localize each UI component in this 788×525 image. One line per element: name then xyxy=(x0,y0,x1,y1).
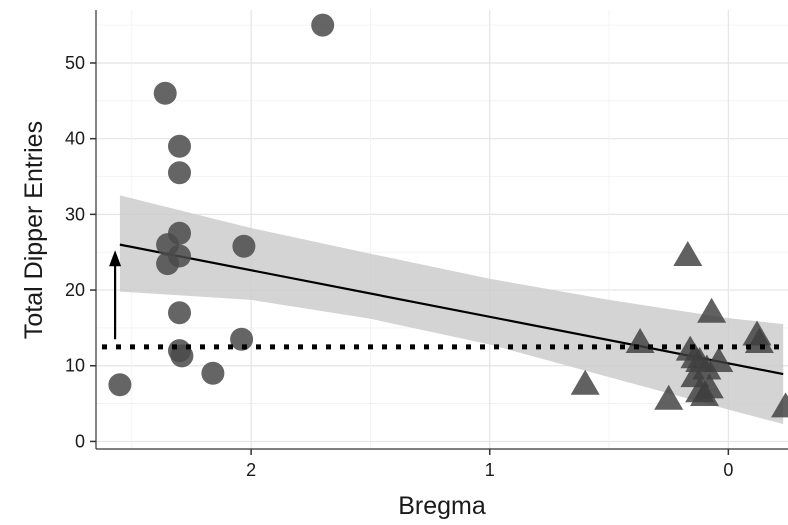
circle-point xyxy=(311,13,335,37)
circle-point xyxy=(168,161,191,185)
triangle-point xyxy=(744,328,774,353)
triangle-point xyxy=(771,392,788,418)
circle-point xyxy=(168,134,191,158)
triangle-point xyxy=(673,241,703,266)
triangle-point xyxy=(625,328,655,353)
triangle-point xyxy=(704,347,734,372)
triangle-point xyxy=(570,369,600,395)
x-tick-label: 0 xyxy=(723,460,733,480)
circle-point xyxy=(201,361,225,385)
fit-line xyxy=(119,243,784,376)
circle-point xyxy=(108,373,132,397)
circle-point xyxy=(170,344,194,368)
triangle-point xyxy=(680,362,710,388)
x-tick-label: 2 xyxy=(246,460,256,480)
circle-point xyxy=(232,234,256,258)
fit-line-layer xyxy=(119,243,784,376)
circle-point xyxy=(230,327,254,351)
y-tick-label: 10 xyxy=(65,356,85,376)
y-tick-label: 30 xyxy=(65,204,85,224)
x-axis-title: Bregma xyxy=(398,492,486,520)
triangle-point xyxy=(697,297,727,323)
triangle-point xyxy=(694,373,724,399)
circle-point xyxy=(168,301,191,325)
x-tick-label: 1 xyxy=(485,460,495,480)
circle-point xyxy=(168,221,191,245)
circle-point xyxy=(153,81,177,105)
y-tick-label: 50 xyxy=(65,53,85,73)
y-tick-label: 20 xyxy=(65,280,85,300)
y-tick-label: 40 xyxy=(65,129,85,149)
triangle-point xyxy=(654,384,684,410)
annotation-layer xyxy=(102,250,788,350)
triangle-point xyxy=(692,354,722,380)
y-axis-title: Total Dipper Entries xyxy=(20,121,48,339)
arrow-head xyxy=(109,250,122,267)
data-points xyxy=(108,13,788,418)
y-tick-label: 0 xyxy=(75,431,85,451)
circle-point xyxy=(168,244,191,268)
